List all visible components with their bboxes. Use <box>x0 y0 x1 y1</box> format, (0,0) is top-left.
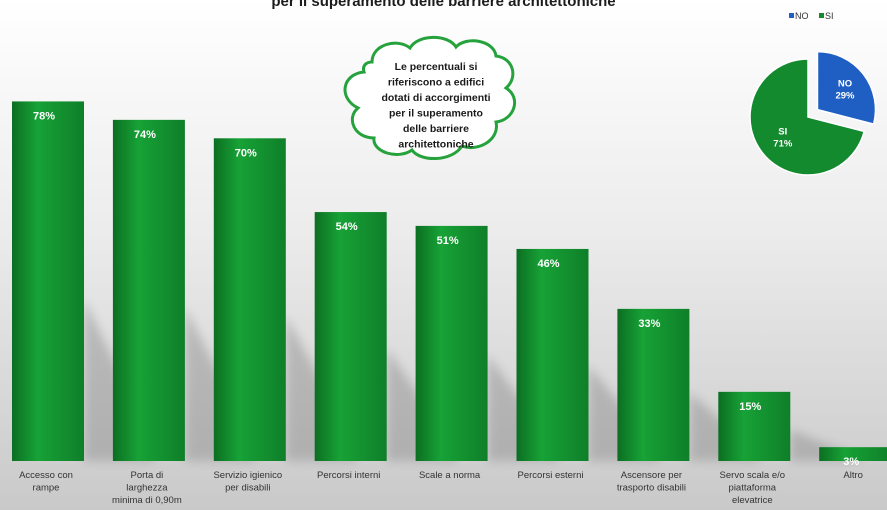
bar-value-label: 70% <box>235 147 257 159</box>
pie-chart: NO 29% SI 71% <box>749 50 877 176</box>
bar-3 <box>213 138 286 462</box>
category-labels: Accesso con rampe Porta di larghezza minima … <box>19 470 863 506</box>
category-label: Ascensore per trasporto disabili <box>617 470 686 494</box>
bar-value-label: 74% <box>134 129 156 141</box>
bar-value-label: 51% <box>437 235 459 247</box>
bars-group: 78% 74% 70% 54% 51% 46% 33% 15% 3% <box>12 101 887 468</box>
bar-5 <box>415 225 488 461</box>
bar-2 <box>112 119 185 462</box>
pie-slice-label: SI 71% <box>773 127 793 150</box>
pie-legend: NO SI <box>789 11 834 21</box>
bar-value-label: 3% <box>843 456 859 468</box>
category-label: Altro <box>843 470 863 481</box>
pie-slice-no <box>816 50 877 125</box>
pie-slice-si <box>749 58 866 176</box>
legend-swatch-si <box>819 13 824 18</box>
category-label: Servo scala e/o piattaforma elevatrice <box>720 470 785 506</box>
bar-7 <box>617 308 690 461</box>
bar-1 <box>12 101 84 462</box>
category-label: Percorsi esterni <box>518 470 584 481</box>
bar-9 <box>819 447 887 461</box>
bar-value-label: 33% <box>638 318 660 330</box>
legend-label: SI <box>825 11 834 21</box>
pie-slice-label: NO 29% <box>835 78 855 101</box>
bar-value-label: 54% <box>336 221 358 233</box>
category-label: Scale a norma <box>419 470 481 481</box>
legend-swatch-no <box>789 13 794 18</box>
bar-value-label: 15% <box>739 401 761 413</box>
bar-value-label: 78% <box>33 110 55 122</box>
category-label: Porta di larghezza minima di 0,90m <box>112 470 182 506</box>
cloud-shape <box>343 35 517 161</box>
bar-4 <box>314 212 387 461</box>
category-label: Accesso con rampe <box>19 470 73 494</box>
bar-value-label: 46% <box>537 258 559 270</box>
legend-label: NO <box>795 11 809 21</box>
annotation-cloud: Le percentuali si riferiscono a edifici do… <box>343 35 517 161</box>
category-label: Servizio igienico per disabili <box>213 470 282 494</box>
annotation-text: Le percentuali si riferiscono a edifici do… <box>381 61 490 151</box>
category-label: Percorsi interni <box>317 470 380 481</box>
bar-6 <box>516 248 589 461</box>
chart-title: per il superamento delle barriere archit… <box>271 0 616 10</box>
bar-8 <box>718 391 791 461</box>
